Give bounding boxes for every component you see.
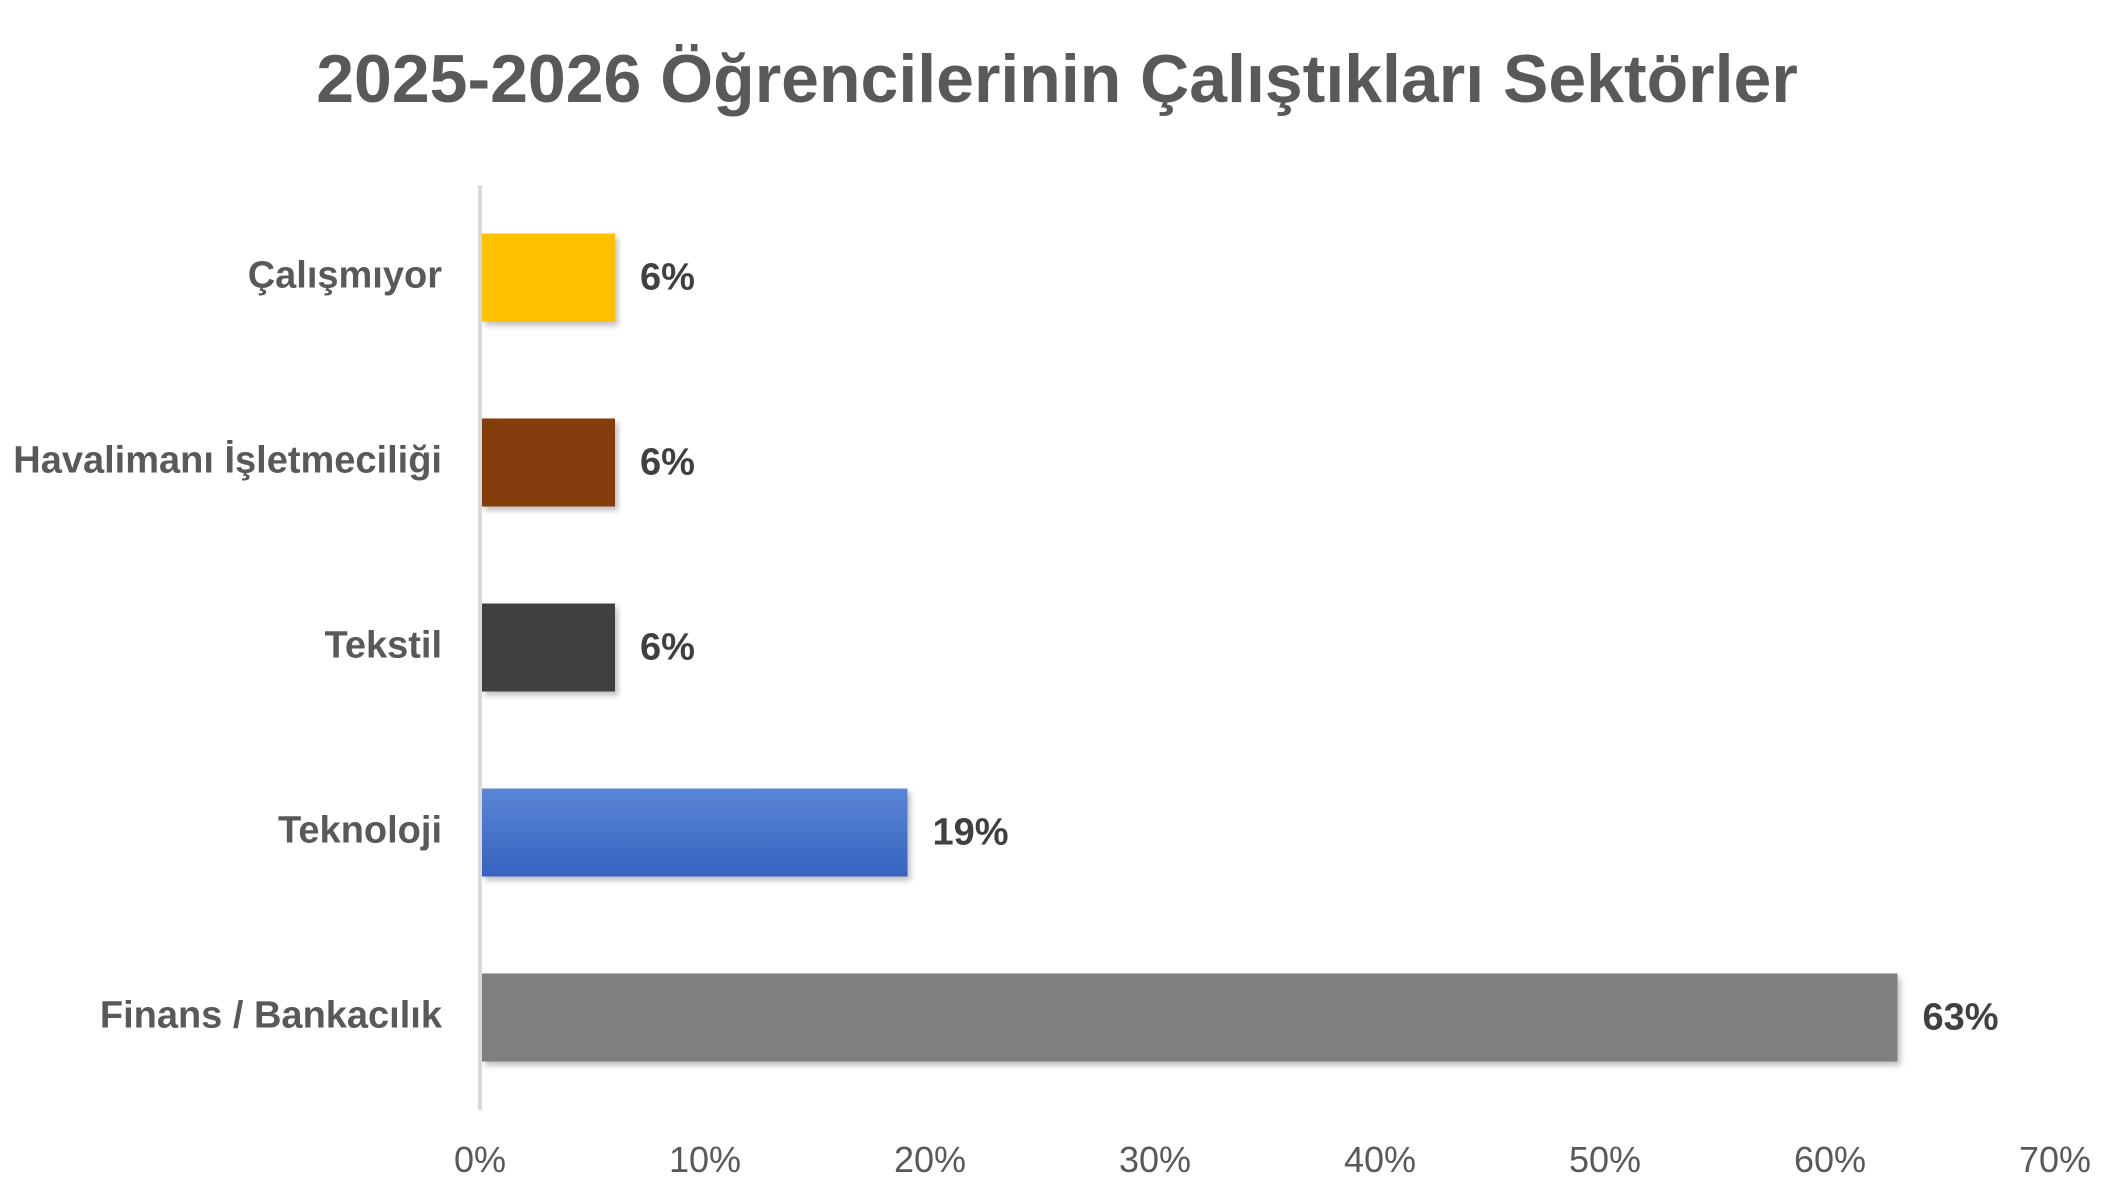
x-tick-label: 30% bbox=[1119, 1139, 1191, 1180]
x-tick-label: 10% bbox=[669, 1139, 741, 1180]
bar-3 bbox=[482, 788, 908, 877]
category-label: Finans / Bankacılık bbox=[100, 995, 443, 1037]
chart-title: 2025-2026 Öğrencilerinin Çalıştıkları Se… bbox=[316, 41, 1798, 117]
x-tick-label: 20% bbox=[894, 1139, 966, 1180]
category-label: Tekstil bbox=[324, 625, 442, 667]
x-tick-label: 60% bbox=[1794, 1139, 1866, 1180]
data-label: 6% bbox=[640, 442, 695, 484]
bar-2 bbox=[482, 603, 615, 692]
bar-4 bbox=[482, 973, 1898, 1062]
x-tick-label: 50% bbox=[1569, 1139, 1641, 1180]
data-label: 6% bbox=[640, 627, 695, 669]
x-tick-label: 70% bbox=[2019, 1139, 2091, 1180]
x-tick-label: 0% bbox=[454, 1139, 506, 1180]
category-label: Havalimanı İşletmeciliği bbox=[13, 440, 442, 482]
bar-1 bbox=[482, 418, 615, 507]
data-label: 6% bbox=[640, 257, 695, 299]
bar-0 bbox=[482, 233, 615, 322]
data-label: 63% bbox=[1923, 997, 1999, 1039]
category-label: Teknoloji bbox=[278, 810, 442, 852]
x-tick-label: 40% bbox=[1344, 1139, 1416, 1180]
data-label: 19% bbox=[933, 812, 1009, 854]
category-label: Çalışmıyor bbox=[248, 255, 443, 297]
